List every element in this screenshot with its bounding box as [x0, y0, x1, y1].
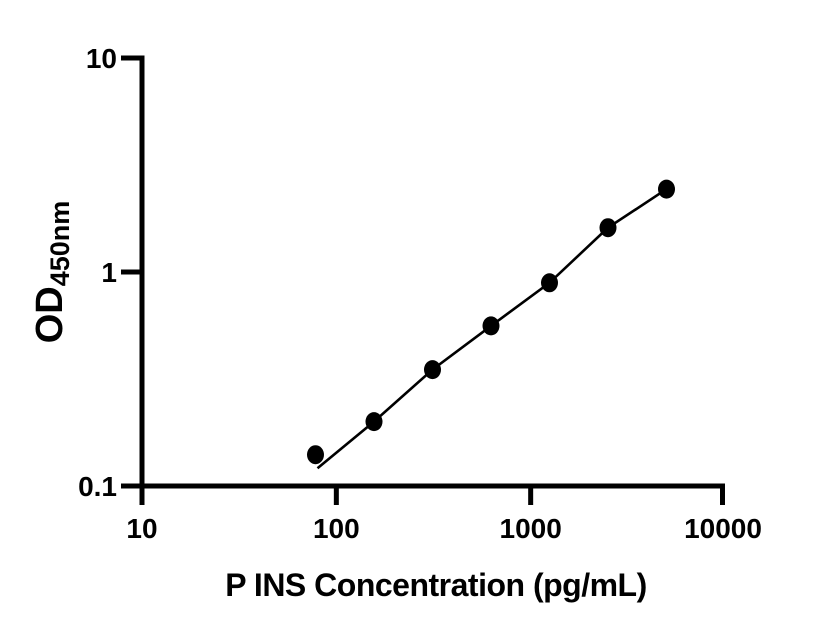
y-tick-label: 1: [101, 257, 117, 288]
data-point-marker: [365, 412, 383, 432]
data-point-marker: [424, 360, 441, 380]
plot-layer: 10 1 0.1 10 100 1000 10000: [78, 43, 762, 544]
data-point-marker: [541, 273, 558, 293]
x-axis-title: P INS Concentration (pg/mL): [225, 567, 646, 603]
x-tick-label: 1000: [500, 513, 562, 544]
data-point-marker: [599, 218, 617, 238]
x-tick-label: 10: [126, 513, 157, 544]
data-point-marker: [658, 179, 675, 199]
data-point-marker: [307, 445, 324, 465]
y-tick-label: 10: [86, 43, 117, 74]
y-axis-title-main: OD: [29, 286, 71, 343]
x-tick-label: 10000: [684, 513, 762, 544]
data-point-marker: [482, 316, 500, 336]
y-axis-title-subscript: 450nm: [45, 201, 75, 287]
y-axis-title: OD450nm: [29, 201, 75, 344]
y-tick-label: 0.1: [78, 471, 117, 502]
x-tick-label: 100: [313, 513, 360, 544]
